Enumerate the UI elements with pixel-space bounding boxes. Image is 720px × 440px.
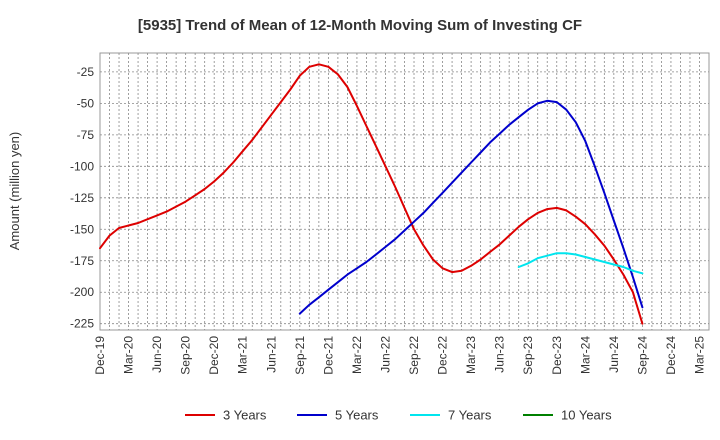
series-line-7-years bbox=[517, 252, 644, 275]
y-axis-label: Amount (million yen) bbox=[7, 132, 22, 251]
y-tick-label: -200 bbox=[70, 285, 94, 299]
x-axis: Dec-19 Mar-20 Jun-20 Sep-20 Dec-20 Mar-21 Jun-… bbox=[93, 336, 706, 375]
x-tick-label: Dec-22 bbox=[436, 336, 450, 375]
x-tick-label: Mar-22 bbox=[350, 336, 364, 374]
x-tick-label: Mar-21 bbox=[236, 336, 250, 374]
series-lines bbox=[99, 63, 644, 325]
y-tick-label: -50 bbox=[77, 96, 95, 110]
x-tick-label: Sep-22 bbox=[407, 336, 421, 375]
x-tick-label: Jun-21 bbox=[264, 336, 278, 373]
y-tick-label: -150 bbox=[70, 222, 94, 236]
x-tick-label: Jun-20 bbox=[150, 336, 164, 373]
x-tick-label: Jun-23 bbox=[493, 336, 507, 373]
x-tick-label: Sep-23 bbox=[521, 336, 535, 375]
legend-label-3-years: 3 Years bbox=[223, 408, 267, 423]
legend: 3 Years 5 Years 7 Years 10 Years bbox=[185, 408, 612, 423]
x-tick-label: Mar-25 bbox=[692, 336, 706, 374]
chart-title: [5935] Trend of Mean of 12-Month Moving … bbox=[138, 17, 582, 34]
series-line-5-years bbox=[298, 99, 644, 315]
y-axis: -25 -50 -75 -100 -125 -150 -175 -200 -225 bbox=[70, 65, 94, 331]
x-tick-label: Dec-23 bbox=[550, 336, 564, 375]
grid bbox=[100, 53, 709, 330]
y-tick-label: -175 bbox=[70, 254, 94, 268]
y-tick-label: -75 bbox=[77, 128, 95, 142]
legend-label-5-years: 5 Years bbox=[335, 408, 379, 423]
x-tick-label: Dec-21 bbox=[321, 336, 335, 375]
legend-label-7-years: 7 Years bbox=[448, 408, 492, 423]
x-tick-label: Sep-24 bbox=[635, 336, 649, 375]
x-tick-label: Sep-21 bbox=[293, 336, 307, 375]
x-tick-label: Mar-23 bbox=[464, 336, 478, 374]
x-tick-label: Dec-19 bbox=[93, 336, 107, 375]
x-tick-label: Jun-22 bbox=[378, 336, 392, 373]
x-tick-label: Jun-24 bbox=[607, 336, 621, 373]
x-tick-label: Mar-24 bbox=[578, 336, 592, 374]
y-tick-label: -100 bbox=[70, 159, 94, 173]
y-tick-label: -125 bbox=[70, 191, 94, 205]
x-tick-label: Mar-20 bbox=[122, 336, 136, 374]
x-tick-label: Sep-20 bbox=[179, 336, 193, 375]
y-tick-label: -25 bbox=[77, 65, 95, 79]
series-line-3-years bbox=[99, 63, 644, 325]
x-tick-label: Dec-24 bbox=[664, 336, 678, 375]
legend-label-10-years: 10 Years bbox=[561, 408, 612, 423]
x-tick-label: Dec-20 bbox=[207, 336, 221, 375]
y-tick-label: -225 bbox=[70, 317, 94, 331]
